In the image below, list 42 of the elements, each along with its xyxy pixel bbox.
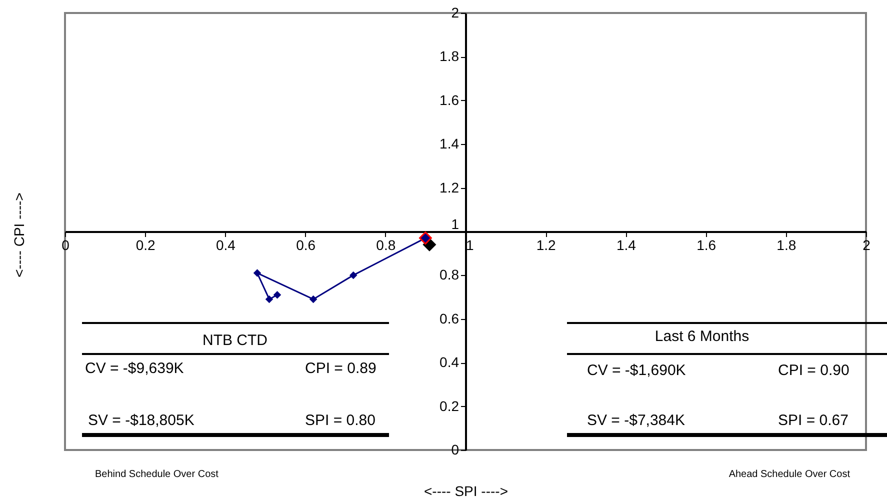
x-axis-title: <---- SPI ---->: [424, 483, 508, 499]
annotation: SPI = 0.67: [778, 412, 848, 429]
y-tick-label: 1.4: [440, 136, 460, 152]
x-tick-label: 0.2: [136, 237, 156, 253]
y-tick-label: 0.4: [440, 354, 460, 370]
annotation: CPI = 0.89: [305, 360, 376, 377]
y-tick-label: 0.2: [440, 398, 460, 414]
y-axis-title: <---- CPI ---->: [11, 192, 27, 278]
text: Ahead Schedule Over Cost: [728, 469, 850, 480]
annotation: Last 6 Months: [654, 328, 750, 345]
x-tick-label: 0.4: [216, 237, 236, 253]
y-tick-label: 1.2: [440, 179, 460, 196]
x-tick-label: 1.2: [536, 237, 556, 253]
annotation: SPI = 0.80: [305, 412, 376, 429]
y-tick-label: 0.8: [440, 266, 460, 283]
x-tick-label: 0.6: [296, 237, 316, 253]
point: [349, 271, 358, 280]
annotation: CV = -$1,690K: [587, 362, 686, 379]
annotation: CV = -$9,639K: [85, 360, 184, 377]
point: [273, 290, 282, 299]
x-tick-label: 0.8: [376, 237, 396, 253]
x-tick-label: 1.8: [776, 237, 796, 253]
y-tick-label: 1: [451, 216, 460, 232]
point: [265, 295, 274, 304]
point: [253, 269, 262, 277]
annotation: SV = -$7,384K: [587, 412, 685, 429]
y-tick-label: 0.6: [440, 310, 460, 326]
annotation: SV = -$18,805K: [88, 412, 194, 429]
x-tick-label: 0: [62, 237, 70, 253]
x-tick-label: 1.4: [616, 237, 636, 253]
point: [419, 232, 432, 245]
point: [309, 295, 318, 304]
y-tick-label: 2: [451, 4, 460, 20]
x-tick-label: 1: [466, 237, 474, 253]
y-tick-label: 1.6: [440, 92, 460, 108]
text: Behind Schedule Over Cost: [95, 469, 219, 480]
annotation: NTB CTD: [202, 332, 268, 349]
x-tick-label: 2: [862, 237, 871, 253]
y-tick-label: 1.8: [440, 48, 460, 64]
y-tick-label: 0: [451, 442, 460, 458]
x-tick-label: 1.6: [696, 237, 716, 253]
annotation: CPI = 0.90: [778, 362, 850, 379]
